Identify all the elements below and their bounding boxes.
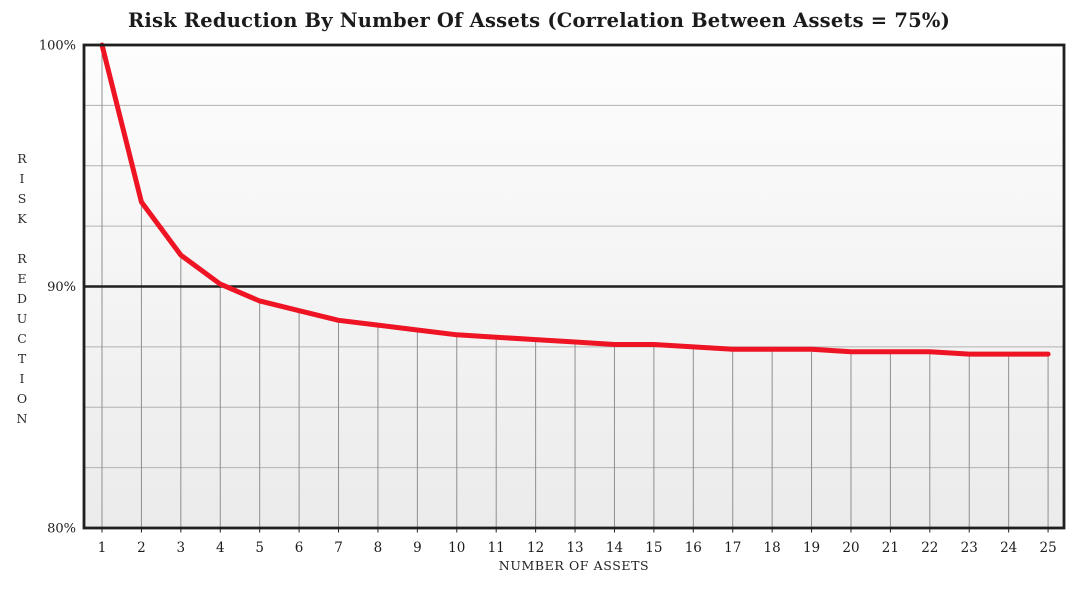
y-tick-label: 90% — [47, 280, 76, 295]
x-tick-label: 11 — [488, 540, 505, 556]
y-axis-label-letter: R — [17, 251, 27, 266]
x-tick-label: 20 — [842, 540, 859, 556]
x-tick-label: 24 — [1000, 540, 1017, 556]
y-axis-label-letter: I — [19, 171, 25, 186]
x-tick-label: 18 — [764, 540, 781, 556]
y-axis-label-letter: E — [17, 271, 27, 286]
x-tick-label: 14 — [606, 540, 623, 556]
y-tick-label: 100% — [39, 39, 76, 54]
x-tick-label: 21 — [882, 540, 899, 556]
x-tick-label: 22 — [921, 540, 938, 556]
y-tick-label: 80% — [47, 522, 76, 537]
x-tick-label: 17 — [724, 540, 741, 556]
x-tick-label: 16 — [685, 540, 702, 556]
x-tick-label: 25 — [1039, 540, 1056, 556]
y-axis-label-letter: T — [17, 351, 27, 366]
x-tick-label: 13 — [566, 540, 583, 556]
y-axis-label-letter: N — [16, 411, 28, 426]
x-tick-label: 2 — [137, 540, 146, 556]
chart-title: Risk Reduction By Number Of Assets (Corr… — [127, 9, 951, 32]
x-tick-label: 9 — [413, 540, 422, 556]
x-tick-label: 12 — [527, 540, 544, 556]
x-tick-label: 7 — [334, 540, 343, 556]
x-tick-label: 1 — [98, 540, 107, 556]
x-axis-label: NUMBER OF ASSETS — [498, 558, 650, 573]
x-tick-label: 23 — [961, 540, 978, 556]
x-tick-label: 6 — [295, 540, 304, 556]
risk-reduction-line — [99, 42, 1051, 357]
y-axis-label-letter: C — [17, 331, 27, 346]
plot-border — [82, 43, 1066, 530]
y-axis-label-letter: S — [17, 191, 27, 206]
x-tick-label: 8 — [374, 540, 383, 556]
y-axis-label-letter: K — [17, 211, 27, 226]
y-axis-label-letter: D — [16, 291, 28, 306]
y-axis-label-letter: U — [16, 311, 28, 326]
y-axis-label-letter: I — [19, 371, 25, 386]
x-tick-label: 3 — [177, 540, 186, 556]
y-axis-label-letter: R — [17, 151, 27, 166]
x-tick-label: 4 — [216, 540, 225, 556]
x-tick-label: 10 — [448, 540, 465, 556]
x-tick-label: 5 — [255, 540, 264, 556]
y-axis-label-letter: O — [16, 391, 28, 406]
x-tick-label: 15 — [645, 540, 662, 556]
x-tick-label: 19 — [803, 540, 820, 556]
